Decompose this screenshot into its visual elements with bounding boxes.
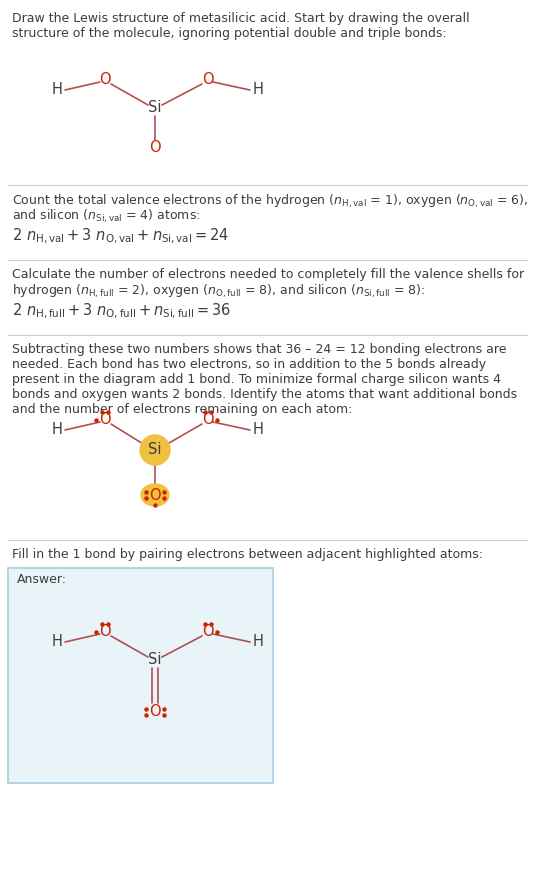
Text: H: H xyxy=(51,82,63,97)
Text: H: H xyxy=(51,635,63,649)
Text: H: H xyxy=(51,422,63,438)
Text: O: O xyxy=(202,624,214,639)
Text: present in the diagram add 1 bond. To minimize formal charge silicon wants 4: present in the diagram add 1 bond. To mi… xyxy=(12,373,501,386)
Text: and the number of electrons remaining on each atom:: and the number of electrons remaining on… xyxy=(12,403,353,416)
FancyBboxPatch shape xyxy=(8,568,273,783)
Text: structure of the molecule, ignoring potential double and triple bonds:: structure of the molecule, ignoring pote… xyxy=(12,27,447,40)
Text: Si: Si xyxy=(148,653,162,667)
Ellipse shape xyxy=(141,484,169,506)
Text: Calculate the number of electrons needed to completely fill the valence shells f: Calculate the number of electrons needed… xyxy=(12,268,524,281)
Text: O: O xyxy=(149,705,161,720)
Text: needed. Each bond has two electrons, so in addition to the 5 bonds already: needed. Each bond has two electrons, so … xyxy=(12,358,486,371)
Text: Subtracting these two numbers shows that 36 – 24 = 12 bonding electrons are: Subtracting these two numbers shows that… xyxy=(12,343,507,356)
Text: O: O xyxy=(99,72,111,88)
Text: Draw the Lewis structure of metasilicic acid. Start by drawing the overall: Draw the Lewis structure of metasilicic … xyxy=(12,12,470,25)
Text: H: H xyxy=(253,82,263,97)
Text: Answer:: Answer: xyxy=(17,573,67,586)
Text: hydrogen ($n_\mathregular{H,full}$ = 2), oxygen ($n_\mathregular{O,full}$ = 8), : hydrogen ($n_\mathregular{H,full}$ = 2),… xyxy=(12,283,425,300)
Text: Si: Si xyxy=(148,101,162,115)
Text: O: O xyxy=(149,488,161,503)
Text: O: O xyxy=(202,413,214,428)
Text: $2\ n_\mathregular{H,val} + 3\ n_\mathregular{O,val} + n_\mathregular{Si,val} = : $2\ n_\mathregular{H,val} + 3\ n_\mathre… xyxy=(12,227,229,246)
Text: O: O xyxy=(99,413,111,428)
Text: O: O xyxy=(149,140,161,155)
Text: H: H xyxy=(253,635,263,649)
Text: and silicon ($n_\mathregular{Si,val}$ = 4) atoms:: and silicon ($n_\mathregular{Si,val}$ = … xyxy=(12,208,200,225)
Text: O: O xyxy=(202,72,214,88)
Text: Fill in the 1 bond by pairing electrons between adjacent highlighted atoms:: Fill in the 1 bond by pairing electrons … xyxy=(12,548,483,561)
Text: bonds and oxygen wants 2 bonds. Identify the atoms that want additional bonds: bonds and oxygen wants 2 bonds. Identify… xyxy=(12,388,517,401)
Text: Count the total valence electrons of the hydrogen ($n_\mathregular{H,val}$ = 1),: Count the total valence electrons of the… xyxy=(12,193,529,210)
Text: H: H xyxy=(253,422,263,438)
Text: Si: Si xyxy=(148,443,162,457)
Text: O: O xyxy=(99,624,111,639)
Circle shape xyxy=(140,435,170,465)
Text: $2\ n_\mathregular{H,full} + 3\ n_\mathregular{O,full} + n_\mathregular{Si,full}: $2\ n_\mathregular{H,full} + 3\ n_\mathr… xyxy=(12,302,231,321)
